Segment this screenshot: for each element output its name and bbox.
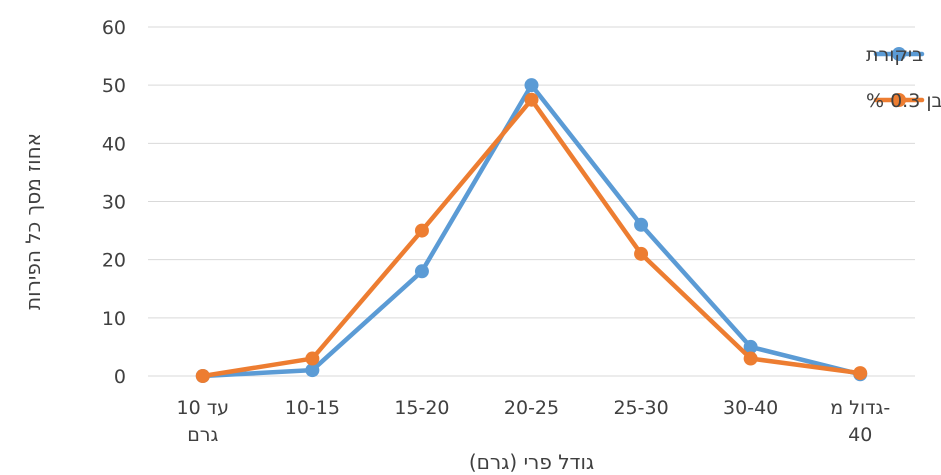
y-tick-label: 0 <box>114 366 126 388</box>
legend-swatch-marker <box>892 47 906 61</box>
legend-label: דורסבן 0.3 % <box>866 90 941 112</box>
x-category-label: גדול מ- 40 <box>830 397 890 446</box>
y-tick-label: 50 <box>102 75 126 97</box>
x-category-label: 20-25 <box>504 397 559 419</box>
data-point <box>414 223 429 238</box>
x-category-line: 15-20 <box>394 397 449 419</box>
data-point <box>634 217 649 232</box>
legend-item: ביקורת <box>866 44 925 66</box>
x-category-label: עד 10 גרם <box>177 397 230 446</box>
data-point <box>195 369 210 383</box>
legend-swatch-marker <box>892 93 906 107</box>
legend-item: דורסבן 0.3 % <box>866 90 941 112</box>
y-tick-label: 10 <box>102 308 126 330</box>
x-category-line: 20-25 <box>504 397 559 419</box>
y-tick-label: 60 <box>102 17 126 39</box>
data-point <box>305 363 320 378</box>
legend-label: ביקורת <box>866 44 923 66</box>
series-layer <box>195 78 868 383</box>
x-category-line: גדול מ- <box>830 397 890 419</box>
y-tick-label: 30 <box>102 192 126 214</box>
x-category-label: 10-15 <box>285 397 340 419</box>
data-point <box>634 246 649 261</box>
x-category-line: עד 10 <box>177 397 230 419</box>
data-point <box>743 339 758 354</box>
data-point <box>524 92 539 107</box>
y-axis-ticks: 0 10 20 30 40 50 60 <box>102 17 126 388</box>
x-axis-categories: עד 10 גרם 10-15 15-20 20-25 25-30 30-40 גדול מ-… <box>177 397 891 446</box>
y-axis-title: אחוז מסך כל הפירות <box>21 133 45 310</box>
data-point <box>853 366 868 381</box>
data-point <box>524 78 539 93</box>
data-point <box>743 351 758 366</box>
x-category-label: 30-40 <box>723 397 778 419</box>
x-category-line: גרם <box>187 424 218 446</box>
data-point <box>305 351 320 366</box>
y-tick-label: 20 <box>102 250 126 272</box>
x-category-label: 25-30 <box>613 397 668 419</box>
legend: ביקורת דורסבן 0.3 % <box>866 44 941 112</box>
x-category-line: 25-30 <box>613 397 668 419</box>
series-1 <box>195 92 868 383</box>
series-line <box>200 97 863 379</box>
data-point <box>414 264 429 279</box>
x-category-line: 10-15 <box>285 397 340 419</box>
x-category-line: 40 <box>848 424 872 446</box>
series-line <box>200 82 863 379</box>
x-category-line: 30-40 <box>723 397 778 419</box>
x-category-label: 15-20 <box>394 397 449 419</box>
x-axis-title: גודל פרי (גרם) <box>469 450 594 474</box>
series-0 <box>195 78 868 383</box>
y-tick-label: 40 <box>102 133 126 155</box>
